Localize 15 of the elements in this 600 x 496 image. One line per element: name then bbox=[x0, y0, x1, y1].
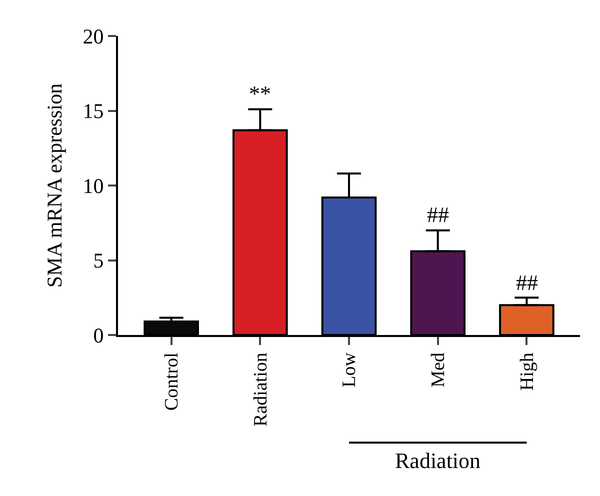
x-tick-label: Med bbox=[428, 352, 450, 388]
x-tick-label: Control bbox=[161, 352, 182, 411]
x-tick-label: Low bbox=[339, 352, 360, 388]
y-tick-label: 10 bbox=[82, 174, 104, 198]
y-tick-label: 15 bbox=[82, 99, 104, 124]
x-tick-label: Radiation bbox=[250, 352, 272, 426]
x-tick-label: High bbox=[516, 352, 538, 391]
annotation: ## bbox=[427, 202, 449, 227]
y-tick-label: 20 bbox=[82, 24, 104, 48]
y-axis-title: SMA mRNA expression bbox=[42, 82, 66, 288]
y-tick-label: 5 bbox=[93, 248, 104, 273]
annotation: ## bbox=[516, 270, 538, 295]
annotation: ** bbox=[249, 81, 271, 106]
y-tick-label: 0 bbox=[93, 323, 104, 348]
text: Radiation bbox=[395, 448, 481, 473]
